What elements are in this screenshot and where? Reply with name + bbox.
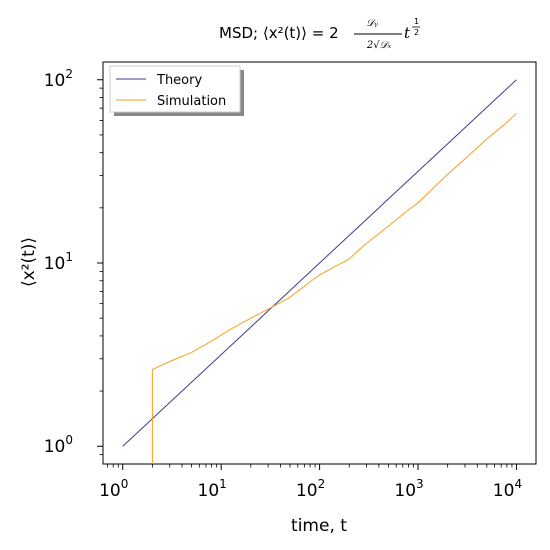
x-tick-label: 102 (296, 477, 325, 501)
title-tail: t (404, 24, 411, 42)
title-frac-den: 2√𝒟ₓ (366, 40, 392, 51)
x-tick-label: 100 (99, 477, 128, 501)
legend-box (109, 65, 241, 113)
series-line-simulation (151, 113, 517, 464)
legend-label-theory: Theory (156, 73, 202, 88)
y-tick-label: 100 (44, 433, 73, 457)
x-axis-label: time, t (291, 516, 347, 536)
x-tick-label: 101 (198, 477, 227, 501)
y-axis-label: ⟨x²(t)⟩ (19, 237, 39, 287)
x-tick-label: 104 (493, 477, 522, 501)
series-line-theory (122, 79, 517, 447)
ticks-layer: 100 101 102 103 104 100 101 102 (44, 67, 522, 501)
series-layer (122, 79, 517, 464)
title-exp-den: 2 (414, 28, 419, 37)
legend-label-simulation: Simulation (157, 94, 226, 109)
y-tick-label: 101 (44, 250, 73, 274)
y-tick-label: 102 (44, 67, 73, 91)
chart-title: MSD; ⟨x²(t)⟩ = 2 𝒟ᵧ 2√𝒟ₓ t 1 2 (219, 17, 420, 51)
title-main: MSD; ⟨x²(t)⟩ = 2 (219, 24, 339, 42)
x-tick-label: 103 (394, 477, 423, 501)
title-frac-num: 𝒟ᵧ (366, 18, 378, 29)
title-exp-num: 1 (414, 17, 419, 26)
legend: Theory Simulation (109, 65, 244, 116)
